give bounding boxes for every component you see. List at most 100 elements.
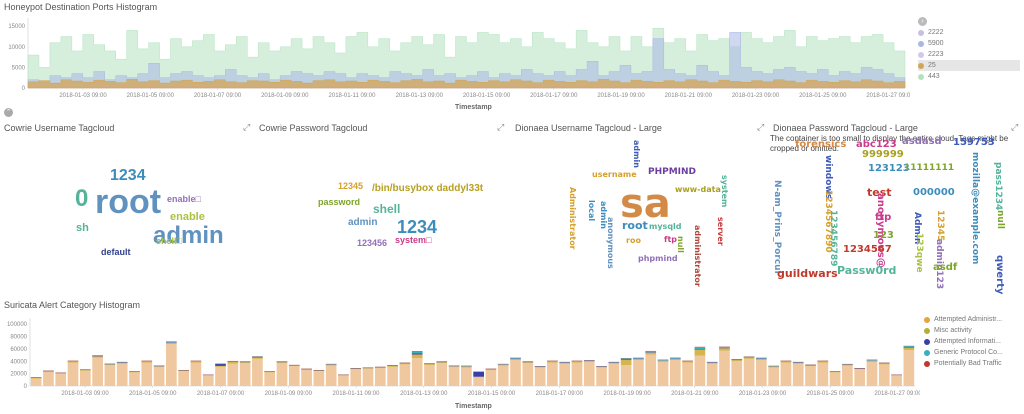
legend-item[interactable]: Generic Protocol Co... xyxy=(924,347,1022,358)
cloud-tag[interactable]: password xyxy=(318,197,361,207)
bar-segment[interactable] xyxy=(252,358,263,386)
bar-segment[interactable] xyxy=(620,364,632,386)
bar-segment[interactable] xyxy=(30,378,42,386)
bar-segment[interactable] xyxy=(325,364,337,366)
bar-segment[interactable] xyxy=(104,364,116,365)
bar-segment[interactable] xyxy=(534,367,546,386)
collapse-icon[interactable]: ⌃ xyxy=(4,108,13,117)
legend-item[interactable]: 2222 xyxy=(918,27,1020,38)
bar-segment[interactable] xyxy=(817,361,829,363)
bar-segment[interactable] xyxy=(350,368,362,370)
bar-segment[interactable] xyxy=(92,357,103,386)
bar-segment[interactable] xyxy=(411,351,423,354)
bar-segment[interactable] xyxy=(436,363,448,386)
cloud-tag[interactable]: Passw0rd xyxy=(837,264,897,277)
cloud-tag[interactable]: N-am_Prins_Porcul xyxy=(772,180,782,274)
legend-item[interactable]: Potentially Bad Traffic xyxy=(924,358,1022,369)
cloud-tag[interactable]: Admin xyxy=(912,212,922,245)
bar-segment[interactable] xyxy=(67,361,79,363)
bar-segment[interactable] xyxy=(288,366,300,386)
bar-segment[interactable] xyxy=(497,365,509,386)
bar-segment[interactable] xyxy=(485,369,497,370)
cloud-tag[interactable]: 11111111 xyxy=(904,163,955,173)
bar-segment[interactable] xyxy=(301,369,312,386)
cloud-tag[interactable]: shell xyxy=(373,202,401,216)
bar-segment[interactable] xyxy=(141,361,153,363)
bar-segment[interactable] xyxy=(534,366,546,368)
bar-segment[interactable] xyxy=(645,352,657,355)
bar-segment[interactable] xyxy=(166,343,177,386)
bar-segment[interactable] xyxy=(780,362,792,386)
bar-segment[interactable] xyxy=(313,371,325,386)
bar-segment[interactable] xyxy=(608,362,620,364)
bar-segment[interactable] xyxy=(411,358,423,386)
bar-segment[interactable] xyxy=(719,347,730,349)
bar-segment[interactable] xyxy=(743,356,755,358)
cloud-tag[interactable]: www-data xyxy=(675,185,721,194)
bar-segment[interactable] xyxy=(756,360,767,386)
bar-segment[interactable] xyxy=(878,364,890,386)
bar-segment[interactable] xyxy=(547,361,558,363)
bar-segment[interactable] xyxy=(424,364,435,365)
cloud-tag[interactable]: /bin/busybox daddyl33t xyxy=(372,183,484,194)
bar-segment[interactable] xyxy=(166,341,177,343)
bar-segment[interactable] xyxy=(338,374,349,376)
bar-segment[interactable] xyxy=(202,375,214,386)
bar-segment[interactable] xyxy=(473,377,484,386)
cloud-tag[interactable]: mozilla@example.com xyxy=(970,152,980,265)
expand-icon[interactable]: ⤢ xyxy=(497,122,505,132)
cloud-tag[interactable]: ftp xyxy=(875,212,892,223)
bar-segment[interactable] xyxy=(694,347,706,350)
bar-segment[interactable] xyxy=(215,366,226,386)
bar-segment[interactable] xyxy=(805,365,816,367)
bar-segment[interactable] xyxy=(657,360,669,362)
bar-segment[interactable] xyxy=(350,369,362,386)
cloud-tag[interactable]: admin xyxy=(153,222,224,249)
bar-segment[interactable] xyxy=(473,376,484,378)
bar-segment[interactable] xyxy=(215,365,226,367)
bar-segment[interactable] xyxy=(792,362,804,364)
bar-segment[interactable] xyxy=(301,369,312,370)
cloud-tag[interactable]: 0 xyxy=(75,185,89,212)
bar-segment[interactable] xyxy=(264,372,276,386)
bar-segment[interactable] xyxy=(829,371,841,373)
cloud-tag[interactable]: Administrator xyxy=(568,187,577,250)
bar-segment[interactable] xyxy=(325,365,337,386)
bar-segment[interactable] xyxy=(559,363,571,386)
cloud-tag[interactable]: null xyxy=(676,236,685,253)
bar-segment[interactable] xyxy=(903,347,915,348)
cloud-tag[interactable]: enable xyxy=(170,211,205,223)
cloud-tag[interactable]: 1234 xyxy=(397,217,438,237)
bar-segment[interactable] xyxy=(424,364,435,386)
bar-segment[interactable] xyxy=(166,342,177,344)
bar-segment[interactable] xyxy=(264,371,276,373)
bar-segment[interactable] xyxy=(866,360,878,362)
bar-segment[interactable] xyxy=(362,368,374,386)
cloud-tag[interactable]: shell□ xyxy=(156,236,182,246)
cloud-tag[interactable]: anonymous xyxy=(606,217,615,269)
bar-segment[interactable] xyxy=(30,377,42,379)
bar-segment[interactable] xyxy=(719,346,730,348)
bar-segment[interactable] xyxy=(817,362,829,386)
bar-segment[interactable] xyxy=(190,362,202,386)
cloud-tag[interactable]: phpmind xyxy=(638,254,678,263)
cloud-tag[interactable]: username xyxy=(592,170,637,179)
legend-item[interactable]: Misc activity xyxy=(924,325,1022,336)
bar-segment[interactable] xyxy=(829,372,841,386)
bar-segment[interactable] xyxy=(129,372,140,386)
bar-segment[interactable] xyxy=(547,362,558,386)
cloud-tag[interactable]: system□ xyxy=(395,235,432,245)
cloud-tag[interactable]: 1234567890 xyxy=(823,190,833,253)
cloud-tag[interactable]: 12345 xyxy=(338,181,364,191)
bar-segment[interactable] xyxy=(399,364,411,386)
bar-segment[interactable] xyxy=(411,354,423,359)
bar-segment[interactable] xyxy=(657,361,669,386)
cloud-tag[interactable]: pass1234 xyxy=(993,162,1003,211)
bar-segment[interactable] xyxy=(92,356,103,358)
legend-item[interactable]: 25 xyxy=(918,60,1020,71)
cloud-tag[interactable]: 1234 xyxy=(110,167,146,184)
cloud-tag[interactable]: 12345 xyxy=(935,210,945,242)
bar-segment[interactable] xyxy=(842,365,853,386)
cloud-tag[interactable]: guildwars xyxy=(777,267,838,280)
bar-segment[interactable] xyxy=(387,365,398,367)
